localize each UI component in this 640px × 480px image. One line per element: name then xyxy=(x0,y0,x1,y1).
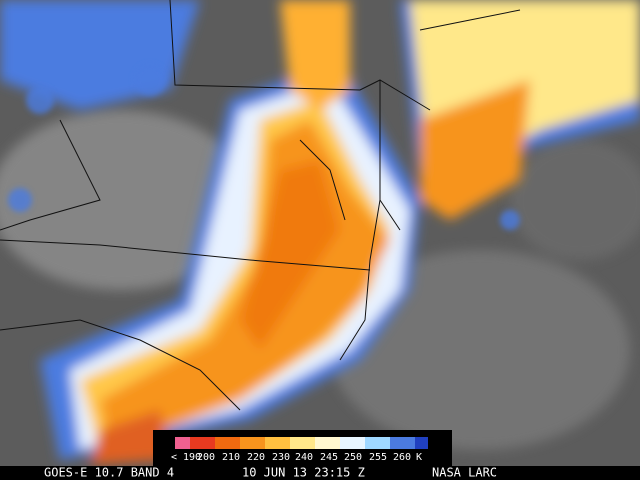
colorbar-label: 260 xyxy=(393,452,411,463)
datetime-label: 10 JUN 13 23:15 Z xyxy=(242,466,365,480)
caption-bar: GOES-E 10.7 BAND 4 10 JUN 13 23:15 Z NAS… xyxy=(0,466,640,480)
colorbar-label: 200 xyxy=(197,452,215,463)
colorbar-label: 220 xyxy=(247,452,265,463)
colorbar-unit: K xyxy=(416,452,422,463)
colorbar-label: 210 xyxy=(222,452,240,463)
satellite-label: GOES-E 10.7 BAND 4 xyxy=(44,466,174,480)
colorbar-label: 250 xyxy=(344,452,362,463)
colorbar-label: 245 xyxy=(320,452,338,463)
source-label: NASA LARC xyxy=(432,466,497,480)
colorbar-label: 255 xyxy=(369,452,387,463)
colorbar-label: 240 xyxy=(295,452,313,463)
colorbar-label: < 190 xyxy=(171,452,201,463)
colorbar: < 190 200 210 220 230 240 245 250 255 26… xyxy=(153,430,452,466)
imagery xyxy=(0,0,640,466)
colorbar-label: 230 xyxy=(272,452,290,463)
